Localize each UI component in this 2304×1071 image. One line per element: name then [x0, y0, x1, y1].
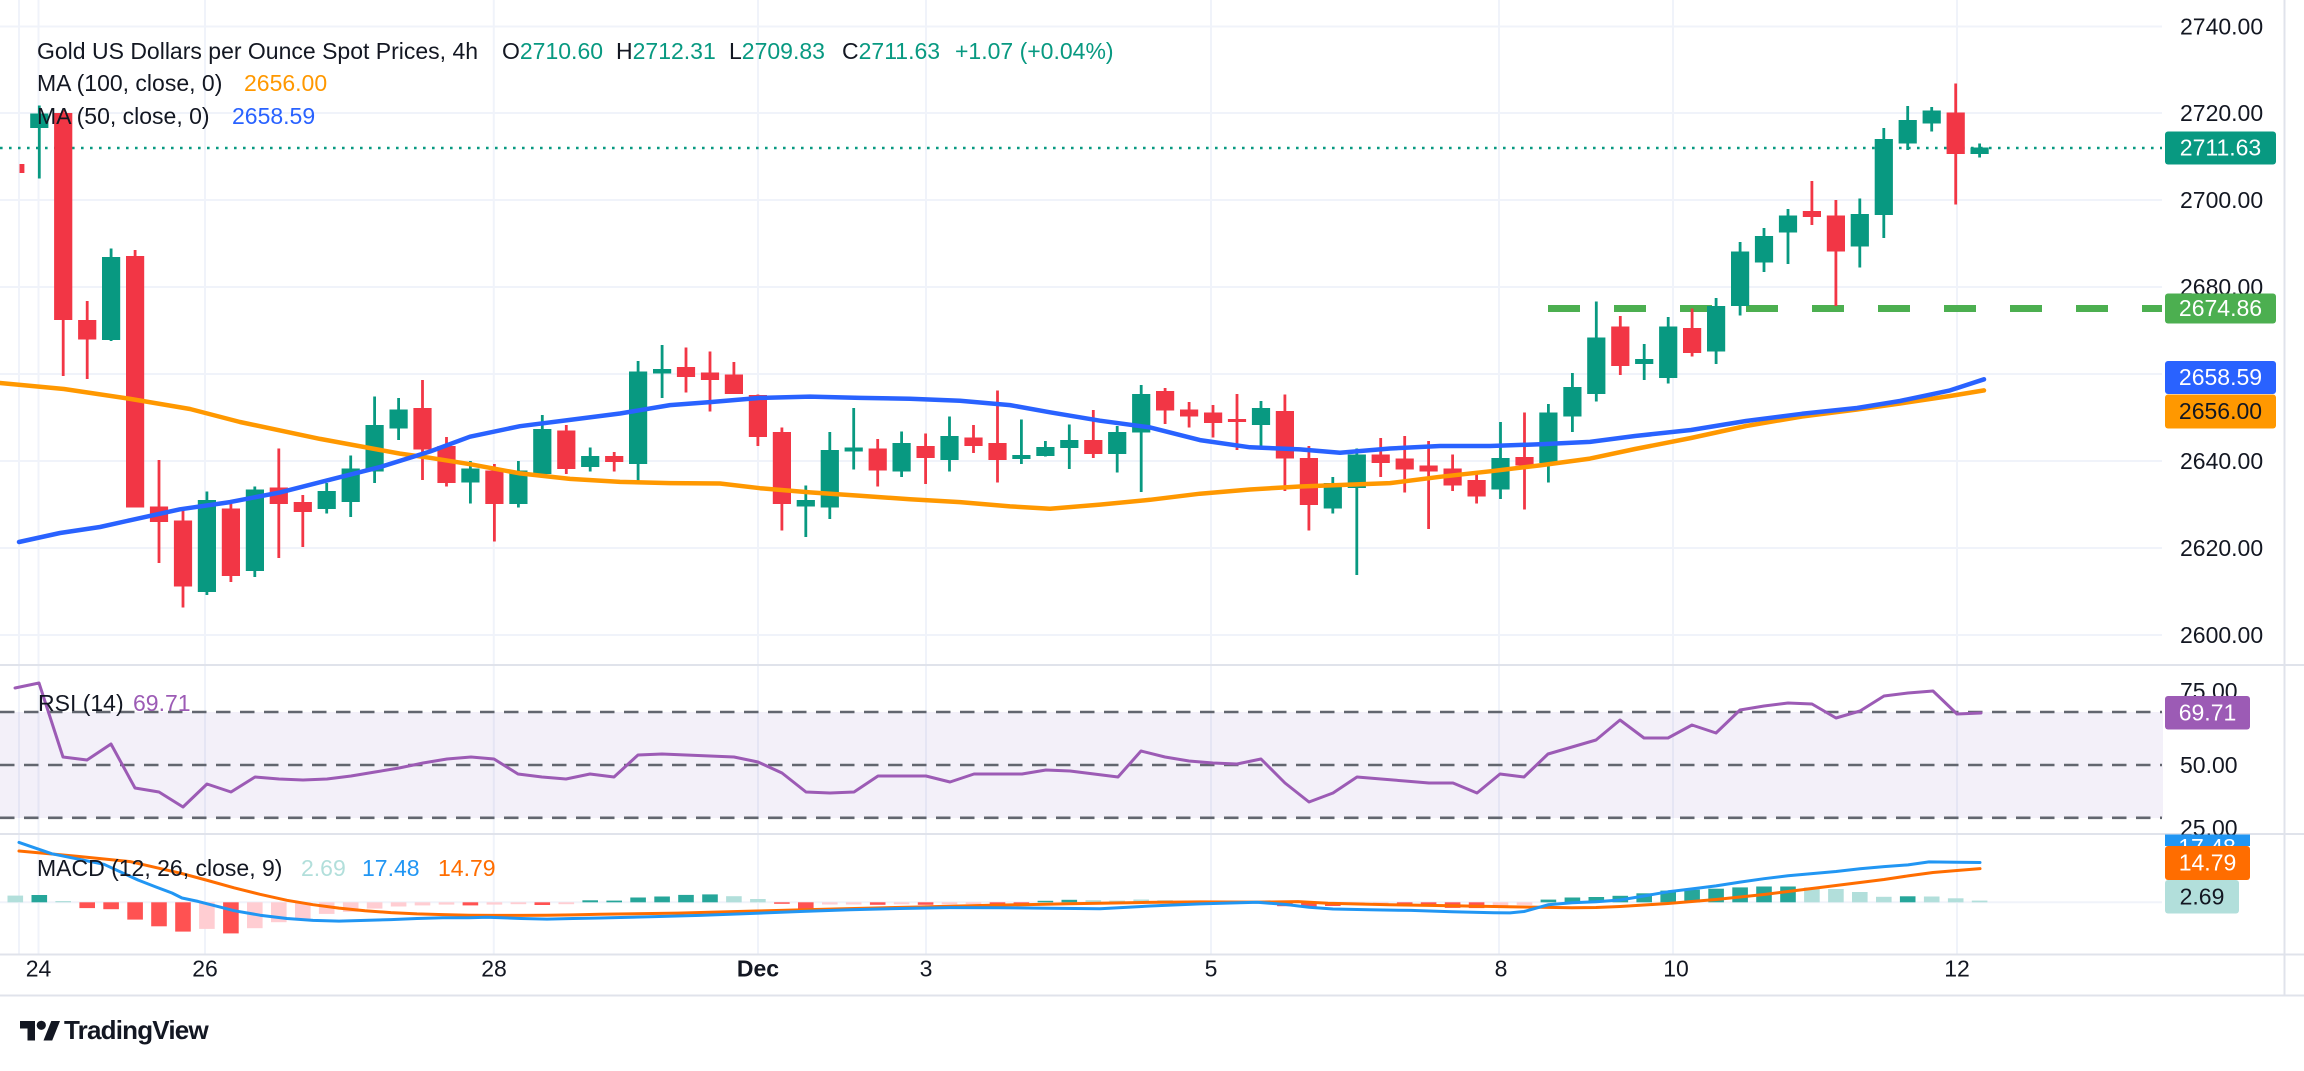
svg-text:2640.00: 2640.00 — [2180, 448, 2263, 474]
svg-text:2700.00: 2700.00 — [2180, 187, 2263, 213]
svg-text:MA (50, close, 0)2658.59: MA (50, close, 0) 2658.59 — [37, 103, 315, 129]
svg-text:10: 10 — [1663, 956, 1689, 982]
svg-text:26: 26 — [192, 956, 218, 982]
svg-text:TradingView: TradingView — [64, 1015, 209, 1045]
svg-text:5: 5 — [1205, 956, 1218, 982]
svg-text:14.79: 14.79 — [2179, 850, 2237, 876]
svg-text:RSI (14)69.71: RSI (14) 69.71 — [38, 690, 191, 716]
svg-text:2620.00: 2620.00 — [2180, 535, 2263, 561]
svg-text:2720.00: 2720.00 — [2180, 100, 2263, 126]
svg-text:12: 12 — [1944, 956, 1970, 982]
svg-text:8: 8 — [1495, 956, 1508, 982]
svg-text:Gold US Dollars per Ounce Spot: Gold US Dollars per Ounce Spot Prices, 4… — [37, 38, 1114, 64]
svg-text:2674.86: 2674.86 — [2179, 295, 2262, 321]
svg-text:2656.00: 2656.00 — [2179, 398, 2262, 424]
svg-text:24: 24 — [26, 956, 52, 982]
svg-text:2.69: 2.69 — [2180, 883, 2225, 909]
svg-text:3: 3 — [920, 956, 933, 982]
svg-text:28: 28 — [481, 956, 507, 982]
svg-text:50.00: 50.00 — [2180, 752, 2238, 778]
svg-text:69.71: 69.71 — [2179, 699, 2237, 725]
svg-text:2658.59: 2658.59 — [2179, 364, 2262, 390]
svg-text:Dec: Dec — [737, 956, 779, 982]
svg-text:MA (100, close, 0)2656.00: MA (100, close, 0) 2656.00 — [37, 70, 327, 96]
svg-text:2711.63: 2711.63 — [2180, 135, 2261, 161]
svg-text:2740.00: 2740.00 — [2180, 14, 2263, 40]
svg-text:2600.00: 2600.00 — [2180, 622, 2263, 648]
